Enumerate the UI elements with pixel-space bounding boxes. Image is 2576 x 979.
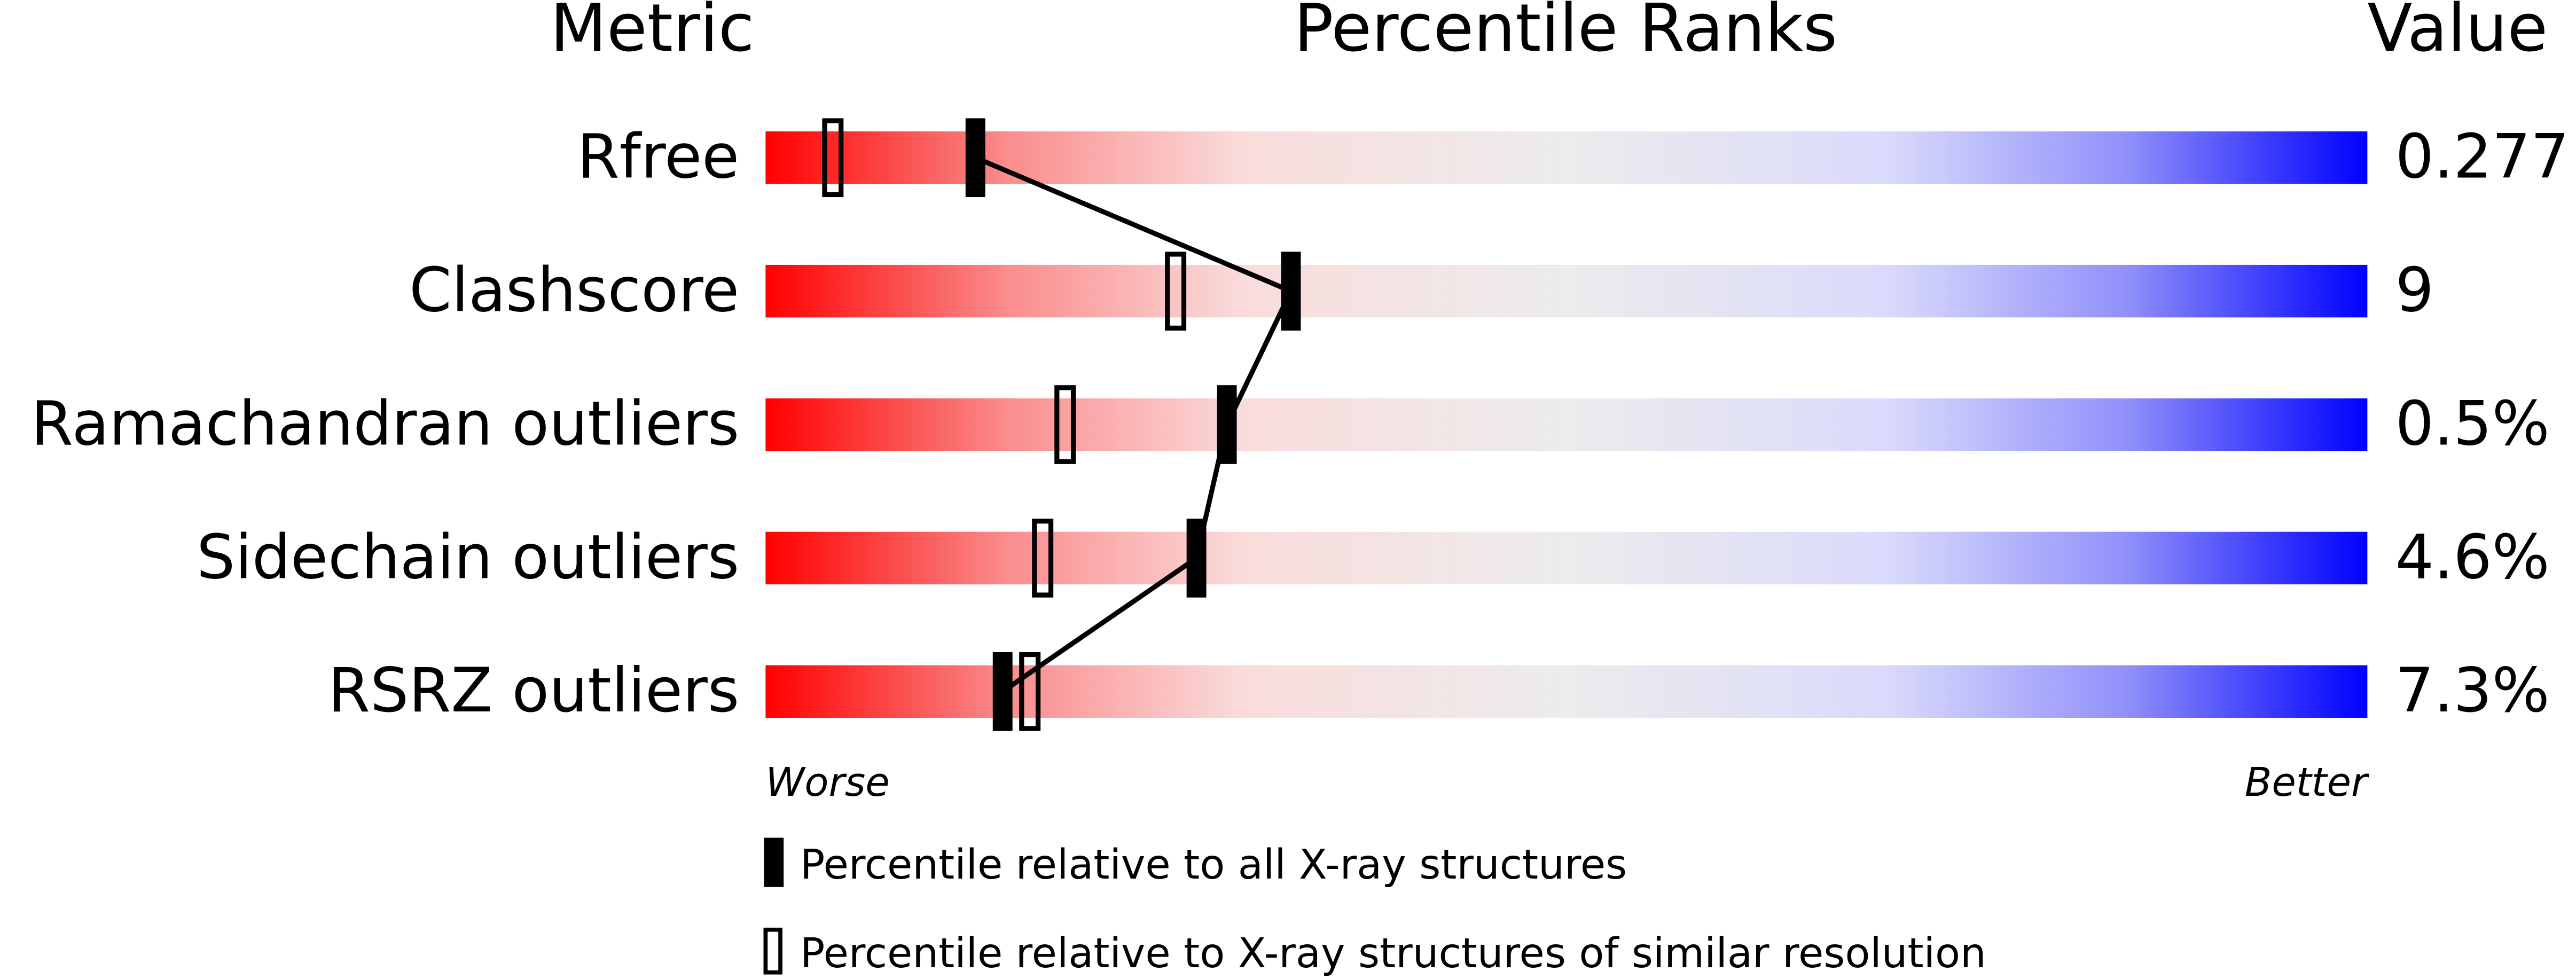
value-header: Value xyxy=(2367,0,2548,67)
percentile-marker xyxy=(1019,652,1041,731)
percentile-marker xyxy=(1281,252,1301,331)
metric-value: 0.277 xyxy=(2395,121,2570,192)
metric-value: 0.5% xyxy=(2395,388,2550,459)
percentile-marker xyxy=(822,118,844,198)
percentile-marker xyxy=(1054,385,1076,464)
percentile-bar xyxy=(765,531,2368,585)
better-label: Better xyxy=(2245,759,2370,805)
legend-swatch xyxy=(764,837,784,887)
metric-label: RSRZ outliers xyxy=(328,655,739,726)
percentile-bar xyxy=(765,665,2368,718)
percentile-marker xyxy=(1032,519,1054,598)
metric-header: Metric xyxy=(550,0,754,67)
percentile-bar xyxy=(765,131,2368,184)
percentile-marker xyxy=(965,118,985,198)
legend-label: Percentile relative to X-ray structures … xyxy=(800,930,1986,977)
metric-label: Clashscore xyxy=(409,255,739,326)
metric-value: 9 xyxy=(2395,255,2434,326)
metric-label: Ramachandran outliers xyxy=(31,388,739,459)
percentile-marker xyxy=(1217,385,1237,464)
percentile-marker xyxy=(1165,252,1187,331)
percentile-bar xyxy=(765,264,2368,318)
worse-label: Worse xyxy=(765,759,889,805)
metric-value: 4.6% xyxy=(2395,521,2550,592)
metric-label: Sidechain outliers xyxy=(197,521,739,592)
metric-value: 7.3% xyxy=(2395,655,2550,726)
ranks-header: Percentile Ranks xyxy=(1294,0,1838,67)
percentile-bar xyxy=(765,398,2368,451)
percentile-marker xyxy=(1186,519,1207,598)
percentile-marker xyxy=(992,652,1013,731)
legend-label: Percentile relative to all X-ray structu… xyxy=(800,841,1627,889)
legend-swatch xyxy=(763,927,782,975)
metric-label: Rfree xyxy=(577,121,739,192)
